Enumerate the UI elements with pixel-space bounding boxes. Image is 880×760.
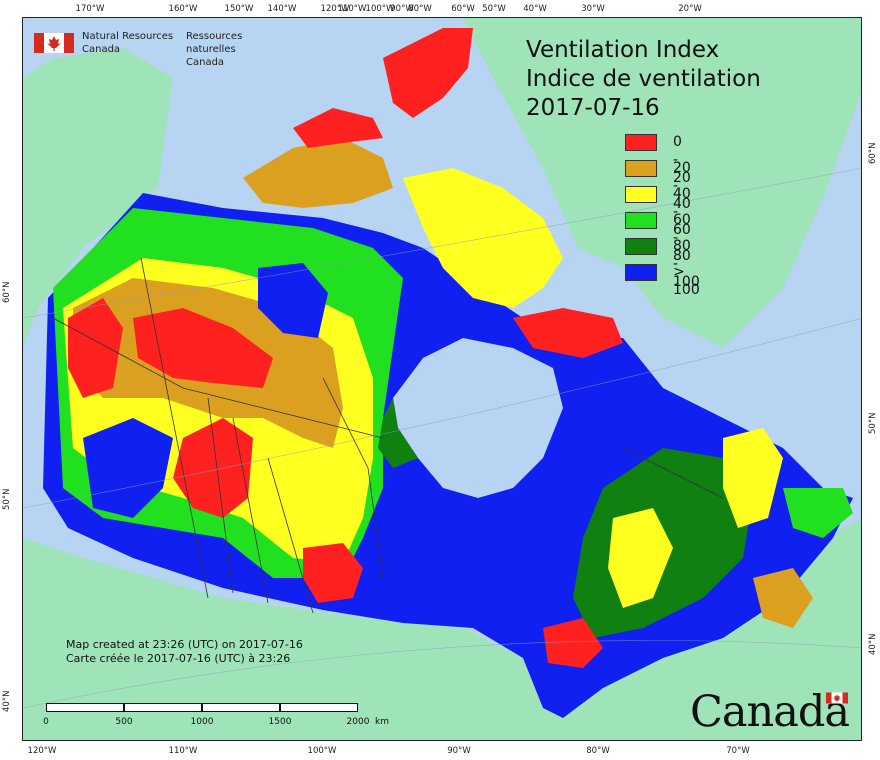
red-central	[133, 308, 273, 388]
scale-segment	[124, 703, 202, 712]
scale-label: 0	[43, 717, 49, 727]
graticule-top-label: 20°W	[678, 4, 702, 14]
graticule-top-label: 140°W	[267, 4, 297, 14]
graticule-top-label: 120°W	[320, 4, 350, 14]
graticule-top-label: 100°W	[365, 4, 395, 14]
map-credit: Map created at 23:26 (UTC) on 2017-07-16…	[66, 638, 303, 666]
legend-swatch	[625, 186, 657, 203]
legend-swatch	[625, 264, 657, 281]
graticule-right-label: 40°N	[868, 633, 878, 655]
scale-segment	[46, 703, 124, 712]
arctic-island-baffin	[403, 168, 563, 308]
scale-segment	[202, 703, 280, 712]
graticule-bottom-label: 80°W	[586, 746, 610, 756]
scale-label: 1000	[190, 717, 214, 727]
wordmark-text: Canada	[690, 687, 850, 737]
legend-label: > 100	[673, 264, 700, 298]
map-title-en: Ventilation Index	[526, 37, 720, 63]
scale-unit: km	[375, 717, 389, 727]
graticule-top-label: 30°W	[581, 4, 605, 14]
graticule-top-label: 160°W	[168, 4, 198, 14]
scale-label: 500	[115, 717, 133, 727]
hudson-bay	[393, 338, 563, 498]
maritimes-green	[783, 488, 853, 538]
blue-west-pocket	[83, 418, 173, 518]
agency-fr-line1: Ressources naturelles	[186, 31, 243, 55]
legend-label: 20 - 40	[673, 160, 691, 212]
agency-en-line2: Canada	[82, 44, 121, 55]
map-title-fr: Indice de ventilation	[526, 66, 761, 92]
east-orange	[753, 568, 813, 628]
canada-wordmark: Canada	[690, 690, 850, 734]
graticule-top-label: 40°W	[523, 4, 547, 14]
graticule-right-label: 50°N	[868, 412, 878, 434]
legend-swatch	[625, 134, 657, 151]
red-west	[68, 298, 123, 398]
legend-swatch	[625, 212, 657, 229]
arctic-island-ellesmere	[383, 28, 473, 118]
graticule-lines	[23, 168, 861, 709]
usa-land	[23, 519, 861, 740]
scale-label: 1500	[268, 717, 292, 727]
graticule-top-label: 80°W	[408, 4, 432, 14]
graticule-top-label: 170°W	[75, 4, 105, 14]
map-date: 2017-07-16	[526, 95, 660, 121]
red-prairie	[173, 418, 253, 518]
credit-fr: Carte créée le 2017-07-16 (UTC) à 23:26	[66, 652, 291, 665]
blue-greatbear	[258, 263, 328, 338]
graticule-right-label: 60°N	[868, 142, 878, 164]
credit-en: Map created at 23:26 (UTC) on 2017-07-16	[66, 638, 303, 651]
graticule-bottom-label: 120°W	[27, 746, 57, 756]
legend-label: 80 - 100	[673, 238, 700, 290]
graticule-bottom-label: 70°W	[726, 746, 750, 756]
graticule-left-label: 40°N	[2, 690, 12, 712]
agency-fr-line2: Canada	[186, 57, 225, 68]
nrcan-signature: Natural Resources Canada Ressources natu…	[34, 30, 244, 68]
greenland-land	[463, 18, 861, 348]
alaska-land	[23, 48, 173, 348]
east-yellow-2	[608, 508, 673, 608]
arctic-islands-north	[293, 108, 383, 148]
baffin-red	[513, 308, 623, 358]
agency-en-line1: Natural Resources	[82, 31, 174, 42]
legend-label: 0 - 20	[673, 134, 691, 186]
scale-bar: 0 500 1000 1500 2000 km	[43, 703, 396, 733]
legend-label: 40 - 60	[673, 186, 691, 238]
graticule-top-label: 90°W	[390, 4, 414, 14]
map-area[interactable]	[22, 17, 862, 741]
wordmark-flag-icon	[826, 692, 848, 704]
canada-flag-icon	[34, 33, 74, 53]
east-yellow	[723, 428, 783, 528]
graticule-top-label: 60°W	[451, 4, 475, 14]
legend-label: 60 - 80	[673, 212, 691, 264]
graticule-bottom-label: 90°W	[447, 746, 471, 756]
map-title-block: Ventilation Index Indice de ventilation …	[526, 36, 761, 123]
scale-segment	[280, 703, 358, 712]
scale-label: 2000	[346, 717, 370, 727]
graticule-top-label: 50°W	[482, 4, 506, 14]
ventilation-map	[23, 18, 861, 740]
provincial-boundaries	[52, 257, 724, 614]
legend-swatch	[625, 238, 657, 255]
hudson-bay-shore	[378, 398, 418, 468]
graticule-left-label: 50°N	[2, 488, 12, 510]
graticule-top-label: 150°W	[224, 4, 254, 14]
east-red	[543, 618, 603, 668]
graticule-top-label: 110°W	[337, 4, 367, 14]
arctic-islands-west	[243, 138, 393, 208]
agency-name-fr: Ressources naturelles Canada	[186, 30, 244, 69]
red-south	[303, 543, 363, 603]
graticule-left-label: 60°N	[2, 281, 12, 303]
graticule-bottom-label: 110°W	[168, 746, 198, 756]
legend-swatch	[625, 160, 657, 177]
agency-name-en: Natural Resources Canada	[82, 30, 173, 56]
graticule-bottom-label: 100°W	[307, 746, 337, 756]
